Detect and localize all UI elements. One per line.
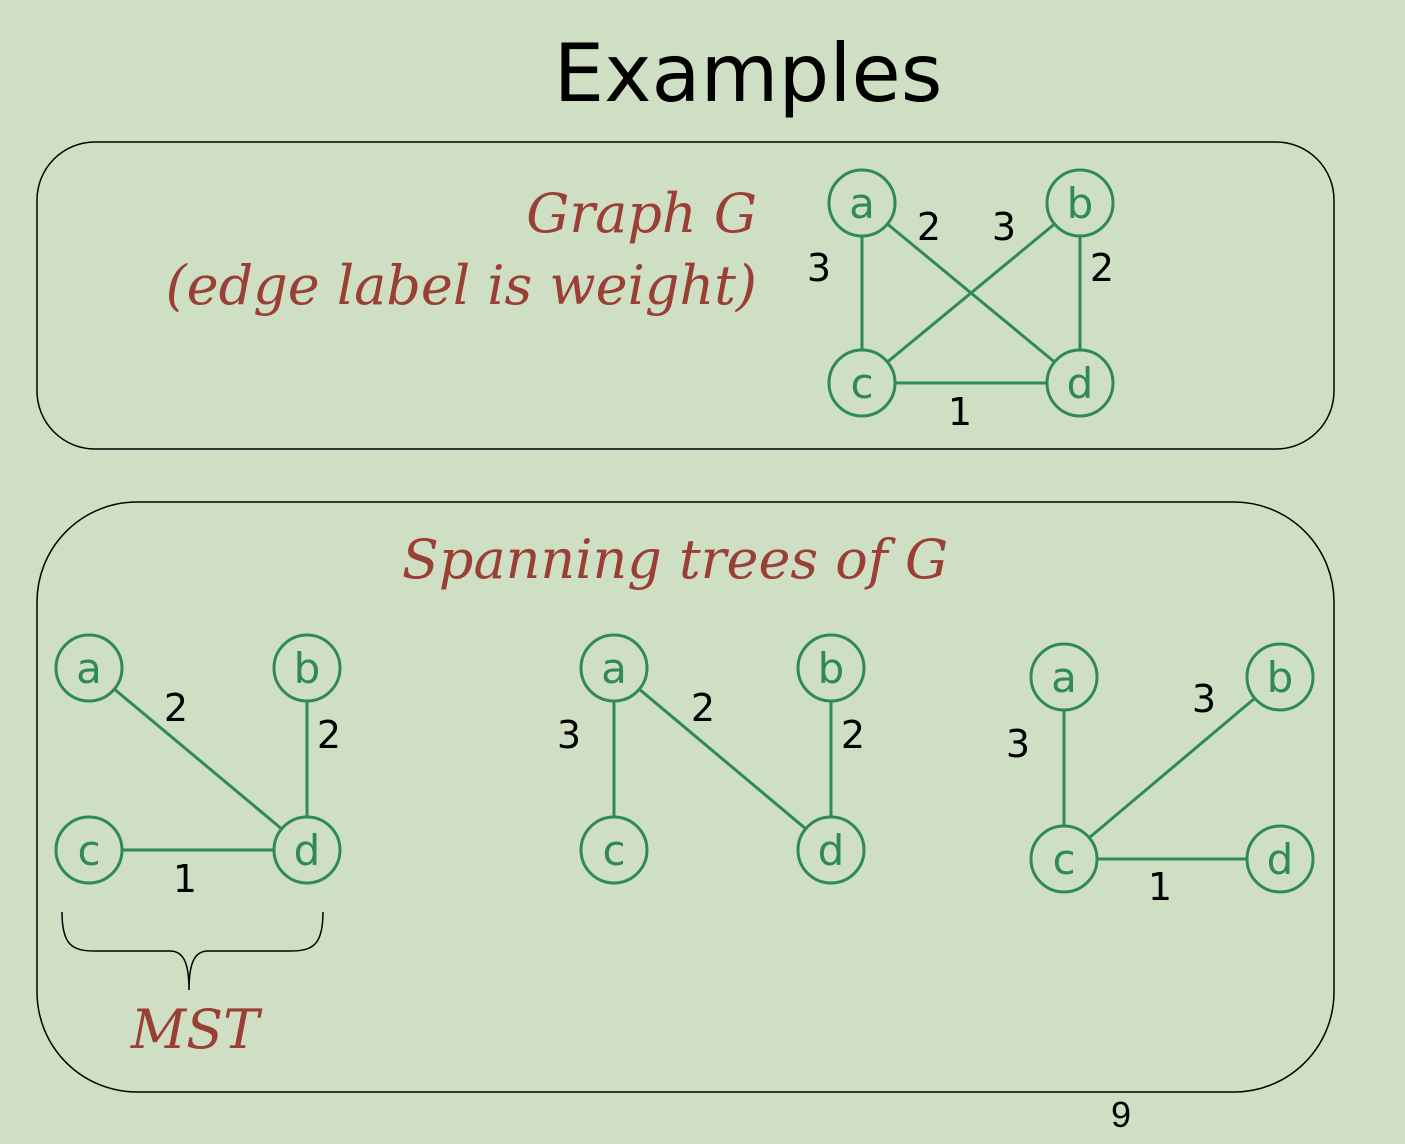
tree-1-node-circle-c — [54, 815, 124, 885]
spanning-tree-3: 3 3 1 a b c d — [1006, 642, 1315, 909]
tree-3-edges: 3 3 1 — [1006, 677, 1256, 909]
tree-3-weight-b-c: 3 — [1192, 677, 1216, 721]
spanning-tree-1: 2 2 1 a b c d — [54, 633, 342, 901]
graph-g-weight-a-c: 3 — [807, 246, 831, 290]
graph-g-weight-a-d: 2 — [917, 205, 941, 249]
graph-panel-subtitle: (edge label is weight) — [166, 254, 757, 317]
tree-2-node-circle-c — [579, 815, 649, 885]
tree-3-node-circle-c — [1029, 824, 1099, 894]
tree-2-node-label-a: a — [601, 644, 627, 693]
graph-g-node-circle-d — [1045, 348, 1115, 418]
graph-g-node-b: b — [1045, 168, 1115, 238]
tree-1-node-a: a — [54, 633, 124, 703]
tree-3-node-label-c: c — [1052, 835, 1075, 884]
tree-2-node-circle-a — [579, 633, 649, 703]
graph-g-node-c: c — [827, 348, 897, 418]
tree-3-weight-c-d: 1 — [1148, 865, 1172, 909]
mst-label: MST — [130, 998, 263, 1061]
graph-g-node-circle-a — [827, 168, 897, 238]
spanning-tree-2: 3 2 2 a b c d — [557, 633, 866, 885]
tree-3-node-circle-d — [1245, 824, 1315, 894]
tree-1-node-label-c: c — [77, 826, 100, 875]
tree-1-node-circle-a — [54, 633, 124, 703]
tree-1-edge-a-d — [113, 687, 283, 831]
tree-1-node-label-d: d — [294, 826, 321, 875]
graph-panel — [36, 141, 1335, 450]
page-number: 9 — [1111, 1094, 1131, 1135]
tree-3-node-d: d — [1245, 824, 1315, 894]
tree-2-weight-a-d: 2 — [691, 686, 715, 730]
graph-g-node-label-c: c — [850, 359, 873, 408]
tree-1-node-b: b — [272, 633, 342, 703]
tree-1-weight-c-d: 1 — [173, 857, 197, 901]
graph-g-node-label-d: d — [1067, 359, 1094, 408]
tree-2-node-c: c — [579, 815, 649, 885]
tree-1-weight-b-d: 2 — [317, 713, 341, 757]
tree-1-edges: 2 2 1 — [113, 686, 341, 901]
tree-3-edge-b-c — [1088, 697, 1256, 839]
tree-3-node-label-b: b — [1267, 653, 1294, 702]
tree-3-node-label-a: a — [1051, 653, 1077, 702]
tree-2-weight-a-c: 3 — [557, 713, 581, 757]
graph-g-node-a: a — [827, 168, 897, 238]
graph-panel-title: Graph G — [526, 182, 757, 245]
tree-2-node-b: b — [796, 633, 866, 703]
graph-g-node-d: d — [1045, 348, 1115, 418]
tree-2-edge-a-d — [638, 688, 807, 830]
tree-3-weight-a-c: 3 — [1006, 722, 1030, 766]
tree-3-node-label-d: d — [1267, 835, 1294, 884]
graph-g: 3 2 3 2 1 a b c d — [807, 168, 1115, 434]
spanning-panel-title: Spanning trees of G — [402, 528, 948, 591]
tree-3-node-a: a — [1029, 642, 1099, 712]
tree-3-node-circle-a — [1029, 642, 1099, 712]
tree-3-node-b: b — [1245, 642, 1315, 712]
graph-g-node-circle-b — [1045, 168, 1115, 238]
graph-g-node-circle-c — [827, 348, 897, 418]
tree-2-node-circle-d — [796, 815, 866, 885]
tree-1-weight-a-d: 2 — [164, 686, 188, 730]
graph-g-weight-b-d: 2 — [1090, 246, 1114, 290]
tree-3-nodes: a b c d — [1029, 642, 1315, 894]
tree-2-edges: 3 2 2 — [557, 686, 865, 830]
tree-2-node-a: a — [579, 633, 649, 703]
mst-brace — [61, 911, 324, 991]
graph-g-node-label-b: b — [1067, 179, 1094, 228]
tree-2-node-label-d: d — [818, 826, 845, 875]
graph-g-weight-c-d: 1 — [948, 390, 972, 434]
graph-g-node-label-a: a — [849, 179, 875, 228]
graph-g-nodes: a b c d — [827, 168, 1115, 418]
tree-2-node-label-b: b — [818, 644, 845, 693]
tree-2-nodes: a b c d — [579, 633, 866, 885]
tree-1-node-d: d — [272, 815, 342, 885]
graph-g-weight-b-c: 3 — [992, 205, 1016, 249]
tree-1-node-label-b: b — [294, 644, 321, 693]
tree-1-node-circle-b — [272, 633, 342, 703]
graph-g-edges: 3 2 3 2 1 — [807, 205, 1114, 434]
slide-title: Examples — [554, 27, 943, 120]
tree-1-node-c: c — [54, 815, 124, 885]
tree-1-node-label-a: a — [76, 644, 102, 693]
tree-1-node-circle-d — [272, 815, 342, 885]
tree-2-weight-b-d: 2 — [841, 713, 865, 757]
tree-2-node-circle-b — [796, 633, 866, 703]
tree-1-nodes: a b c d — [54, 633, 342, 885]
spanning-panel — [36, 501, 1335, 1093]
tree-3-node-c: c — [1029, 824, 1099, 894]
tree-3-node-circle-b — [1245, 642, 1315, 712]
tree-2-node-d: d — [796, 815, 866, 885]
tree-2-node-label-c: c — [602, 826, 625, 875]
graph-g-edge-b-c — [886, 222, 1056, 364]
